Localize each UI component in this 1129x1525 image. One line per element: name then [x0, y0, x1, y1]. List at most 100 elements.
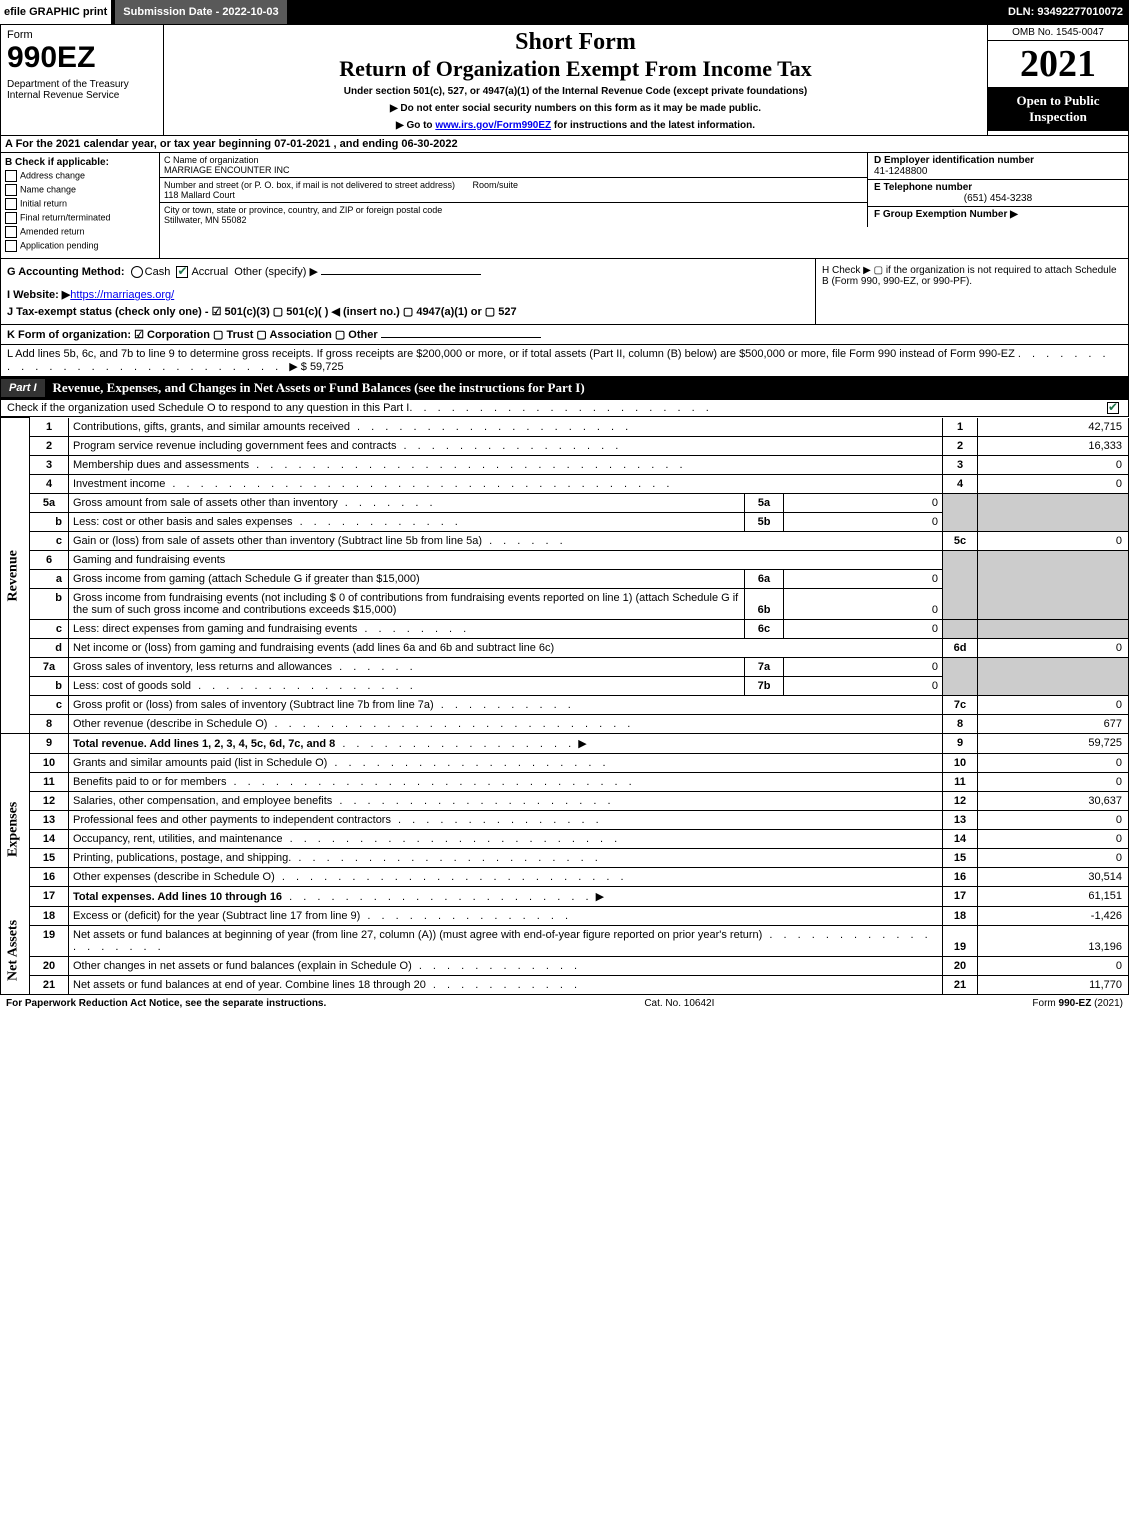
line-amt: 0 [978, 956, 1129, 975]
cb-address-change[interactable]: Address change [5, 170, 155, 182]
line-desc: Contributions, gifts, grants, and simila… [69, 418, 943, 437]
rb-cash[interactable] [131, 266, 143, 278]
irs-link[interactable]: www.irs.gov/Form990EZ [435, 120, 551, 131]
cb-schedule-o[interactable] [1107, 402, 1119, 414]
note2-post: for instructions and the latest informat… [551, 120, 755, 131]
line-box: 9 [943, 733, 978, 753]
cash-label: Cash [145, 266, 171, 278]
part1-title: Revenue, Expenses, and Changes in Net As… [45, 377, 1128, 399]
arrow-icon: ▶ [596, 891, 604, 903]
line-num: 2 [30, 436, 69, 455]
cb-label: Final return/terminated [20, 212, 111, 222]
street-value: 118 Mallard Court [164, 190, 235, 200]
part1-tag: Part I [1, 379, 45, 397]
line-box: 20 [943, 956, 978, 975]
line-desc: Total expenses. Add lines 10 through 16 … [69, 886, 943, 906]
line-num: 13 [30, 810, 69, 829]
ein-value: 41-1248800 [874, 166, 927, 177]
cb-initial-return[interactable]: Initial return [5, 198, 155, 210]
line-num: 21 [30, 975, 69, 994]
line-amt: 677 [978, 714, 1129, 733]
part1-sub-text: Check if the organization used Schedule … [7, 402, 409, 414]
line-num: 14 [30, 829, 69, 848]
submission-date: Submission Date - 2022-10-03 [115, 0, 286, 24]
other-input[interactable] [321, 274, 481, 275]
line-num: 18 [30, 906, 69, 925]
l-text: L Add lines 5b, 6c, and 7b to line 9 to … [7, 348, 1015, 360]
tax-year: 2021 [988, 41, 1128, 87]
line-amt: 16,333 [978, 436, 1129, 455]
l-amount: ▶ $ 59,725 [289, 361, 343, 373]
line-box: 12 [943, 791, 978, 810]
form-subtitle: Under section 501(c), 527, or 4947(a)(1)… [168, 86, 983, 97]
row-k: K Form of organization: ☑ Corporation ▢ … [0, 325, 1129, 345]
note2-pre: ▶ Go to [396, 120, 435, 131]
line-desc: Gain or (loss) from sale of assets other… [69, 531, 943, 550]
line-desc: Gross sales of inventory, less returns a… [69, 657, 745, 676]
k-other-input[interactable] [381, 337, 541, 338]
line-desc: Gross income from gaming (attach Schedul… [69, 569, 745, 588]
mid-box: 6b [745, 588, 784, 619]
col-c: C Name of organization MARRIAGE ENCOUNTE… [160, 153, 1128, 258]
mid-box: 5b [745, 512, 784, 531]
c-addr: C Name of organization MARRIAGE ENCOUNTE… [160, 153, 1128, 227]
g-label: G Accounting Method: [7, 266, 125, 278]
line-box: 2 [943, 436, 978, 455]
line-desc: Gaming and fundraising events [69, 550, 943, 569]
mid-amt: 0 [784, 512, 943, 531]
line-box: 8 [943, 714, 978, 733]
street-label: Number and street (or P. O. box, if mail… [164, 180, 455, 190]
group-exemption-row: F Group Exemption Number ▶ [868, 207, 1128, 222]
line-num: 5a [30, 493, 69, 512]
row-gh: G Accounting Method: Cash Accrual Other … [0, 259, 1129, 325]
cb-accrual[interactable] [176, 266, 188, 278]
website-link[interactable]: https://marriages.org/ [70, 289, 174, 301]
cb-label: Address change [20, 170, 85, 180]
accounting-method: G Accounting Method: Cash Accrual Other … [7, 265, 809, 278]
line-amt: 11,770 [978, 975, 1129, 994]
k-text: K Form of organization: ☑ Corporation ▢ … [7, 329, 378, 341]
shade-cell [978, 550, 1129, 619]
dept-label: Department of the Treasury Internal Reve… [7, 79, 157, 101]
line-box: 13 [943, 810, 978, 829]
city-row: City or town, state or province, country… [160, 203, 867, 227]
line-num: c [30, 531, 69, 550]
cb-final-return[interactable]: Final return/terminated [5, 212, 155, 224]
accrual-label: Accrual [191, 266, 228, 278]
mid-amt: 0 [784, 493, 943, 512]
b-header-text: B Check if applicable: [5, 157, 109, 168]
mid-amt: 0 [784, 676, 943, 695]
line-num: 1 [30, 418, 69, 437]
line-box: 11 [943, 772, 978, 791]
line-num: 17 [30, 886, 69, 906]
i-label: I Website: ▶ [7, 289, 70, 301]
cb-application-pending[interactable]: Application pending [5, 240, 155, 252]
line-box: 4 [943, 474, 978, 493]
side-revenue: Revenue [1, 418, 30, 734]
footer-left: For Paperwork Reduction Act Notice, see … [6, 998, 326, 1009]
line-num: c [30, 695, 69, 714]
mid-box: 6c [745, 619, 784, 638]
line-num: 9 [30, 733, 69, 753]
shade-cell [943, 550, 978, 619]
mid-amt: 0 [784, 569, 943, 588]
line-amt: 0 [978, 455, 1129, 474]
line-desc: Less: cost of goods sold . . . . . . . .… [69, 676, 745, 695]
header-left: Form 990EZ Department of the Treasury In… [1, 25, 164, 135]
ein-row: D Employer identification number41-12488… [868, 153, 1128, 180]
room-label: Room/suite [472, 180, 518, 190]
form-title: Return of Organization Exempt From Incom… [168, 56, 983, 82]
line-desc: Salaries, other compensation, and employ… [69, 791, 943, 810]
efile-print[interactable]: efile GRAPHIC print [0, 0, 111, 24]
line-box: 17 [943, 886, 978, 906]
mid-box: 7a [745, 657, 784, 676]
lines-table: Revenue 1 Contributions, gifts, grants, … [0, 417, 1129, 995]
section-bc: B Check if applicable: Address change Na… [0, 153, 1129, 259]
row-a-text: A For the 2021 calendar year, or tax yea… [5, 138, 458, 150]
cb-name-change[interactable]: Name change [5, 184, 155, 196]
line-box: 3 [943, 455, 978, 474]
shade-cell [943, 657, 978, 695]
mid-amt: 0 [784, 657, 943, 676]
cb-amended-return[interactable]: Amended return [5, 226, 155, 238]
line-num: 3 [30, 455, 69, 474]
